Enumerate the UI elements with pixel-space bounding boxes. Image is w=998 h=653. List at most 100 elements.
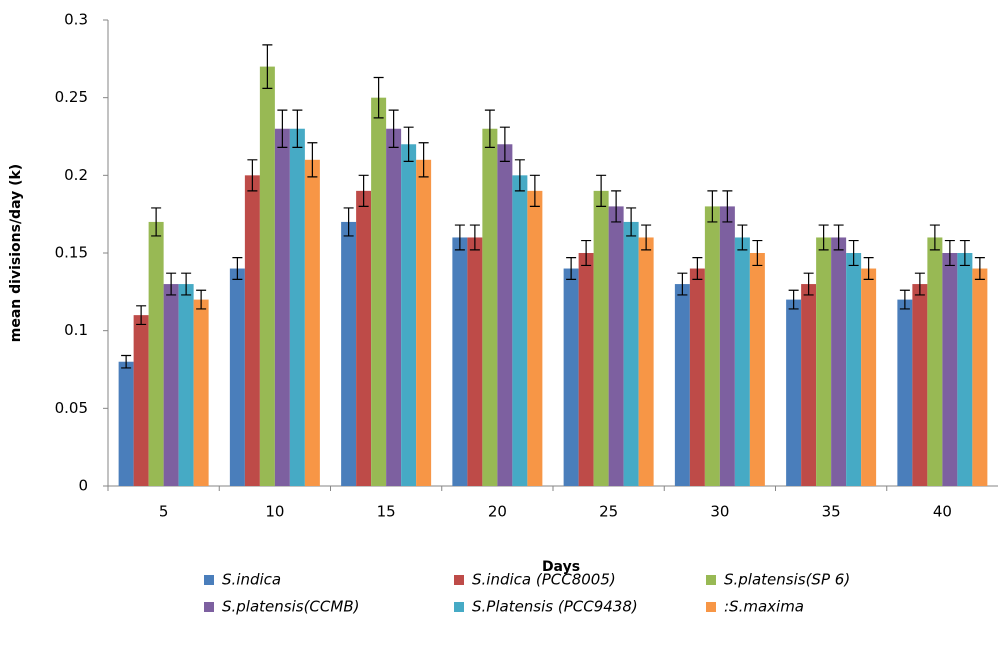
bar <box>912 284 928 486</box>
error-bar <box>899 289 910 310</box>
bar <box>148 221 164 486</box>
bar <box>401 144 417 486</box>
bar <box>341 221 357 486</box>
bar <box>193 299 209 486</box>
error-bar <box>914 272 925 296</box>
error-bar <box>292 109 303 148</box>
error-bar <box>959 239 970 267</box>
bar <box>972 268 988 486</box>
error-bar <box>469 224 480 251</box>
error-bar <box>196 289 207 310</box>
legend-swatch <box>706 575 716 585</box>
bar <box>527 190 543 486</box>
x-tick-label: 20 <box>488 503 507 521</box>
legend-label: S.Platensis (PCC9438) <box>472 598 638 616</box>
error-bar <box>484 109 495 148</box>
bar <box>801 284 817 486</box>
bar <box>512 175 528 487</box>
error-bar <box>262 44 273 89</box>
bar <box>133 315 149 486</box>
legend-label: S.platensis(SP 6) <box>724 571 850 589</box>
error-bar <box>166 272 177 296</box>
bar <box>578 253 594 486</box>
legend-label: S.platensis(CCMB) <box>222 598 359 616</box>
bar <box>593 190 609 486</box>
y-axis-title: mean divisions/day (k) <box>8 164 24 342</box>
bar <box>244 175 260 487</box>
error-bar <box>692 257 703 281</box>
x-axis-title: Days <box>542 559 580 575</box>
bar <box>704 206 720 486</box>
error-bar <box>677 272 688 296</box>
bar <box>274 128 290 486</box>
error-bar <box>944 239 955 267</box>
bar <box>452 237 468 486</box>
legend-label: S.indica (PCC8005) <box>472 571 616 589</box>
error-bar <box>641 224 652 251</box>
bar <box>861 268 877 486</box>
y-tick-label: 0 <box>78 477 88 495</box>
error-bar <box>136 305 147 326</box>
bar <box>608 206 624 486</box>
bar <box>786 299 802 486</box>
bar <box>563 268 579 486</box>
bar <box>927 237 943 486</box>
legend-swatch <box>204 602 214 612</box>
error-bar <box>803 272 814 296</box>
bar <box>371 97 387 487</box>
error-bar <box>343 207 354 237</box>
error-bar <box>307 142 318 178</box>
legend-label: S.indica <box>222 571 281 589</box>
error-bar <box>611 190 622 223</box>
bar <box>467 237 483 486</box>
legend-swatch <box>454 575 464 585</box>
error-bar <box>121 354 132 369</box>
error-bar <box>529 174 540 207</box>
bar <box>163 284 179 486</box>
bar <box>957 253 973 486</box>
y-tick-label: 0.25 <box>55 88 88 106</box>
bar <box>831 237 847 486</box>
error-bar <box>403 126 414 162</box>
bar <box>259 66 275 486</box>
x-tick-label: 25 <box>599 503 618 521</box>
bar <box>623 221 639 486</box>
bar <box>846 253 862 486</box>
bar <box>674 284 690 486</box>
error-bar <box>626 207 637 237</box>
bar <box>638 237 654 486</box>
bar <box>289 128 305 486</box>
legend-swatch <box>204 575 214 585</box>
error-bar <box>788 289 799 310</box>
y-tick-label: 0.15 <box>55 244 88 262</box>
bar <box>178 284 194 486</box>
error-bar <box>514 159 525 192</box>
bar <box>416 159 432 487</box>
y-tick-label: 0.3 <box>64 11 88 29</box>
error-bar <box>581 239 592 267</box>
y-tick-label: 0.1 <box>64 321 88 339</box>
legend-label: :S.maxima <box>724 598 804 616</box>
bar <box>942 253 958 486</box>
error-bar <box>232 257 243 281</box>
bar <box>719 206 735 486</box>
error-bar <box>247 159 258 192</box>
error-bar <box>863 257 874 281</box>
error-bar <box>737 224 748 251</box>
x-tick-label: 5 <box>159 503 169 521</box>
error-bar <box>358 174 369 207</box>
error-bar <box>181 272 192 296</box>
error-bar <box>596 174 607 207</box>
bar <box>749 253 765 486</box>
bar <box>356 190 372 486</box>
error-bar <box>848 239 859 267</box>
error-bar <box>929 224 940 251</box>
error-bar <box>277 109 288 148</box>
bar <box>482 128 498 486</box>
bar <box>386 128 402 486</box>
error-bar <box>566 257 577 281</box>
y-tick-label: 0.05 <box>55 399 88 417</box>
error-bar <box>499 126 510 162</box>
error-bar <box>388 109 399 148</box>
